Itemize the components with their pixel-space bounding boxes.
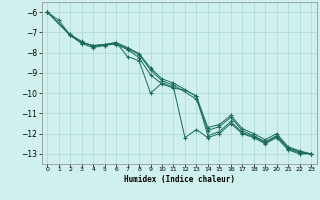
X-axis label: Humidex (Indice chaleur): Humidex (Indice chaleur) [124,175,235,184]
